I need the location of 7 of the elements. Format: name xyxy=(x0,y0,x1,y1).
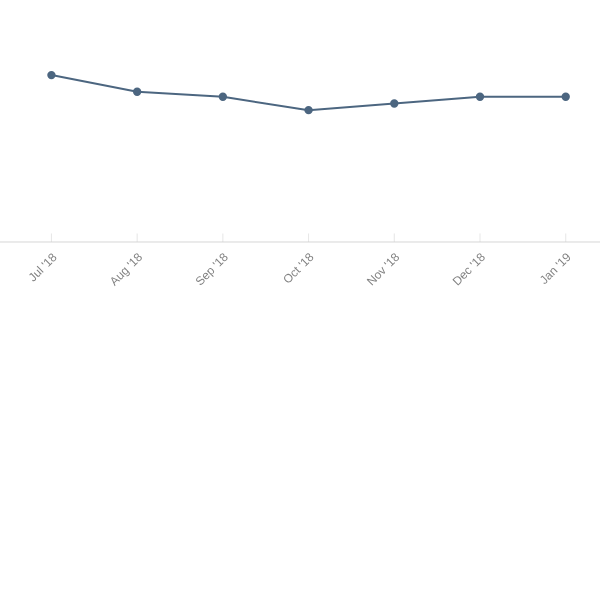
point xyxy=(561,92,570,101)
point xyxy=(132,87,142,96)
point xyxy=(304,105,313,115)
point xyxy=(390,99,399,108)
point xyxy=(475,92,485,101)
point xyxy=(47,70,56,80)
point xyxy=(218,92,228,101)
